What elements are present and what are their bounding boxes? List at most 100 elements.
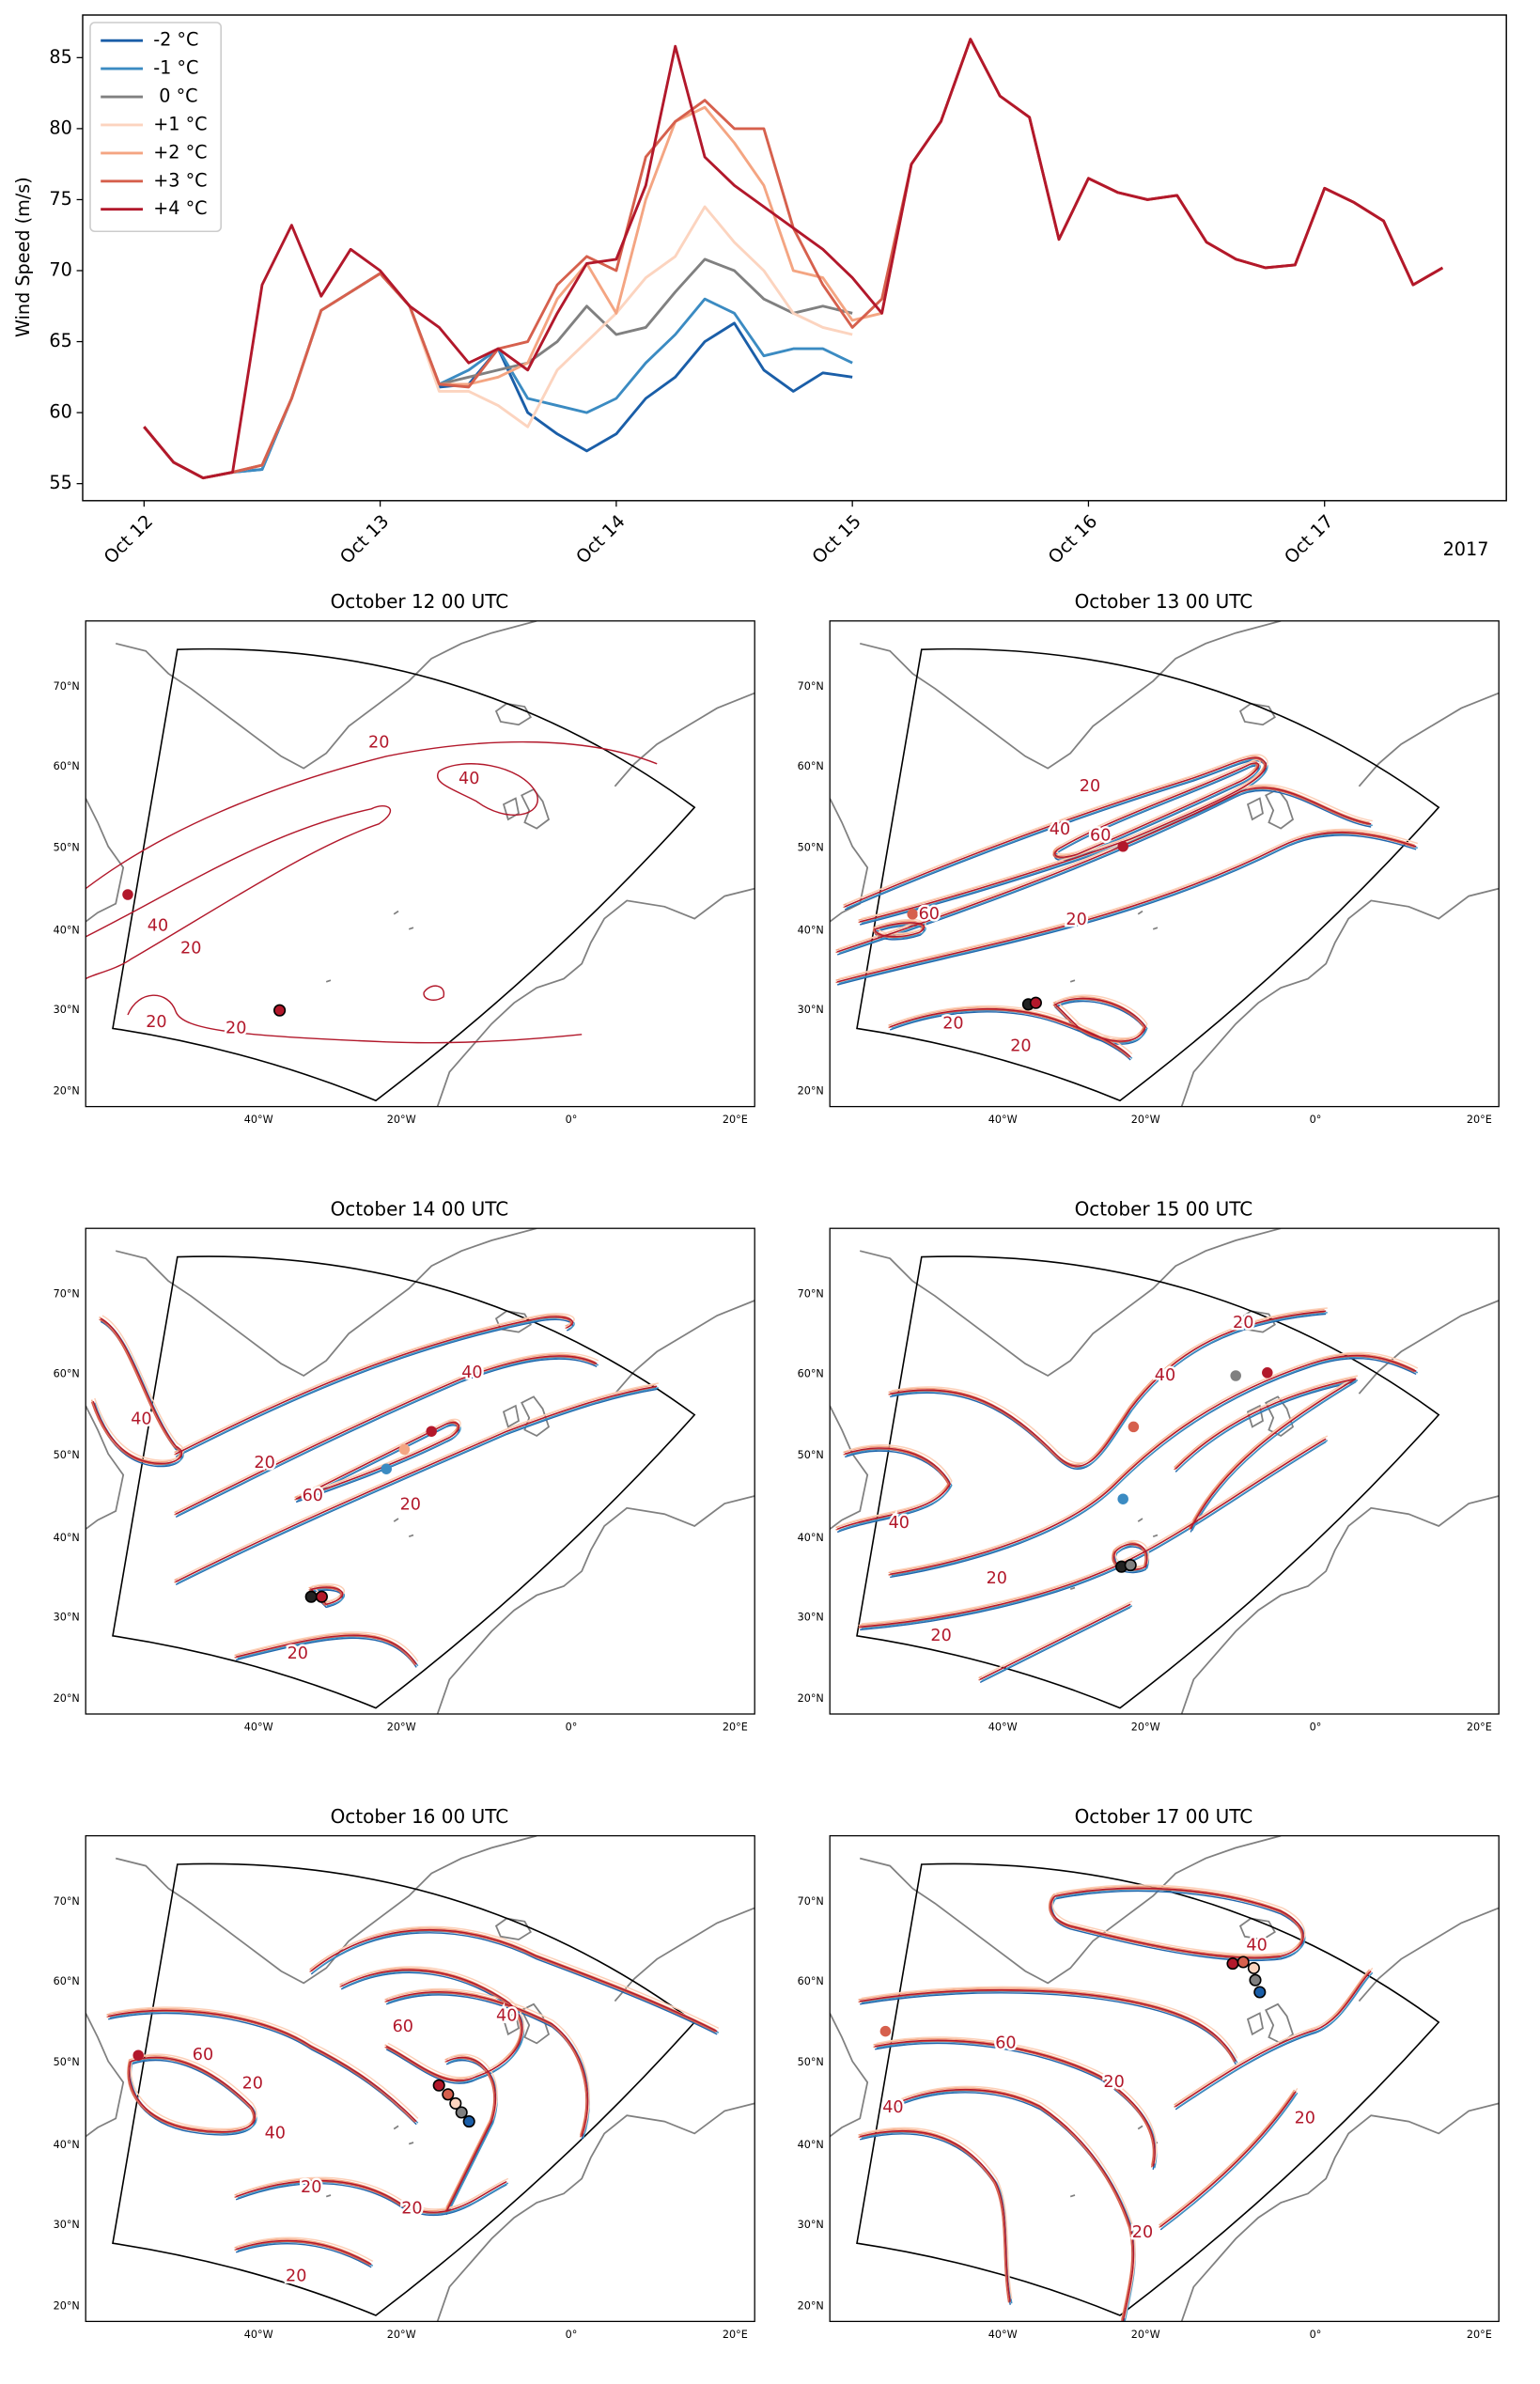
lat-label: 30°N (798, 2219, 824, 2231)
contour (385, 1990, 589, 2137)
contour-label: 20 (288, 1644, 308, 1663)
contour (861, 2131, 1013, 2304)
contour (858, 1987, 1236, 2061)
contour (858, 2128, 1010, 2301)
lon-label: 20°W (387, 1721, 416, 1733)
contour (236, 1637, 417, 1668)
y-tick-label: 75 (49, 188, 71, 210)
contour (1051, 1884, 1306, 1956)
contour (237, 2236, 374, 2263)
lat-label: 40°N (798, 1532, 824, 1544)
lat-label: 20°N (54, 1692, 80, 1705)
y-axis-label: Wind Speed (m/s) (12, 177, 34, 337)
contour (295, 1422, 460, 1500)
domain-outline (112, 647, 696, 1102)
contour (445, 2056, 497, 2212)
contour (175, 1385, 658, 1582)
contour (90, 1318, 181, 1465)
contour-label: 20 (242, 2075, 263, 2094)
contour (860, 1992, 1237, 2065)
contour (858, 1439, 1325, 1628)
lat-label: 50°N (798, 841, 824, 853)
lon-label: 0° (1310, 1721, 1322, 1733)
contour (873, 2040, 1155, 2168)
storm-center (442, 2088, 455, 2101)
contour (1174, 1969, 1371, 2106)
contour (891, 1356, 1419, 1577)
storm-center (1226, 1957, 1239, 1971)
contour (234, 2178, 506, 2212)
contour (838, 1444, 953, 1527)
lon-label: 20°E (1467, 2329, 1492, 2341)
lat-label: 20°N (54, 1085, 80, 1098)
map-content (86, 1835, 755, 2322)
contour (175, 1355, 598, 1515)
contour-label: 20 (401, 2199, 422, 2218)
map-content (830, 1228, 1500, 1714)
contour (237, 1631, 419, 1662)
contour-label: 20 (1010, 1037, 1031, 1056)
contour (297, 1423, 461, 1502)
contour (94, 1315, 184, 1461)
contour (92, 1320, 183, 1468)
lon-label: 20°W (1131, 1721, 1160, 1733)
lon-label: 20°W (387, 1114, 416, 1126)
contour (311, 1583, 345, 1602)
contour (1055, 759, 1261, 855)
storm-center (455, 2106, 468, 2119)
contour-label: 40 (131, 1410, 151, 1428)
lat-label: 70°N (798, 680, 824, 693)
x-tick-label: Oct 14 (571, 510, 629, 568)
y-tick-label: 55 (49, 472, 71, 493)
contour (838, 1448, 953, 1532)
x-tick-label: Oct 13 (335, 510, 393, 568)
contour (108, 2012, 417, 2126)
legend-label: +1 °C (153, 113, 207, 134)
contour (860, 1438, 1327, 1628)
contour (236, 1634, 417, 1665)
storm-center (398, 1443, 411, 1456)
lon-label: 40°W (244, 2329, 273, 2341)
lat-label: 40°N (54, 924, 80, 936)
contour-label: 20 (1066, 911, 1086, 929)
y-tick-label: 70 (49, 259, 71, 281)
contour-label: 40 (461, 1363, 482, 1382)
contour (235, 2239, 372, 2266)
lon-label: 40°W (244, 1721, 273, 1733)
contour (108, 2009, 417, 2123)
contour (175, 1388, 658, 1586)
contour (889, 1011, 1131, 1061)
lat-label: 20°N (798, 1085, 824, 1098)
contour (92, 1317, 183, 1465)
storm-center (1117, 1493, 1128, 1504)
map-panel: 20 40 60 60 20 20 20 70°N 60°N 50°N 40°N 30°N 20°N 40… (798, 620, 1500, 1126)
map-content (830, 1835, 1500, 2322)
contour (891, 1005, 1133, 1055)
map-title: October 15 00 UTC (1075, 1198, 1253, 1221)
contour-label: 20 (400, 1496, 421, 1515)
storm-center (1230, 1370, 1241, 1381)
storm-center (462, 2115, 475, 2128)
contour-label: 60 (1090, 827, 1111, 846)
lat-label: 60°N (54, 1367, 80, 1379)
storm-center (1262, 1367, 1273, 1379)
contour (979, 1603, 1131, 1680)
contour (838, 828, 1419, 980)
contour (297, 1418, 461, 1497)
legend-label: -1 °C (153, 57, 198, 79)
lon-label: 20°E (723, 1114, 748, 1126)
contour (861, 1990, 1238, 2064)
contour (1053, 997, 1146, 1042)
lon-label: 0° (1310, 1114, 1322, 1126)
contour (340, 1969, 523, 2081)
legend-label: +4 °C (153, 197, 207, 219)
contour (309, 1927, 716, 2031)
y-tick-label: 85 (49, 46, 71, 68)
contour-label: 20 (1132, 2223, 1153, 2242)
contour (130, 2053, 257, 2130)
lon-label: 0° (566, 1114, 578, 1126)
lon-label: 0° (566, 1721, 578, 1733)
map-content (86, 620, 755, 1107)
contour (890, 1354, 1417, 1575)
map-frame (85, 1834, 755, 2323)
